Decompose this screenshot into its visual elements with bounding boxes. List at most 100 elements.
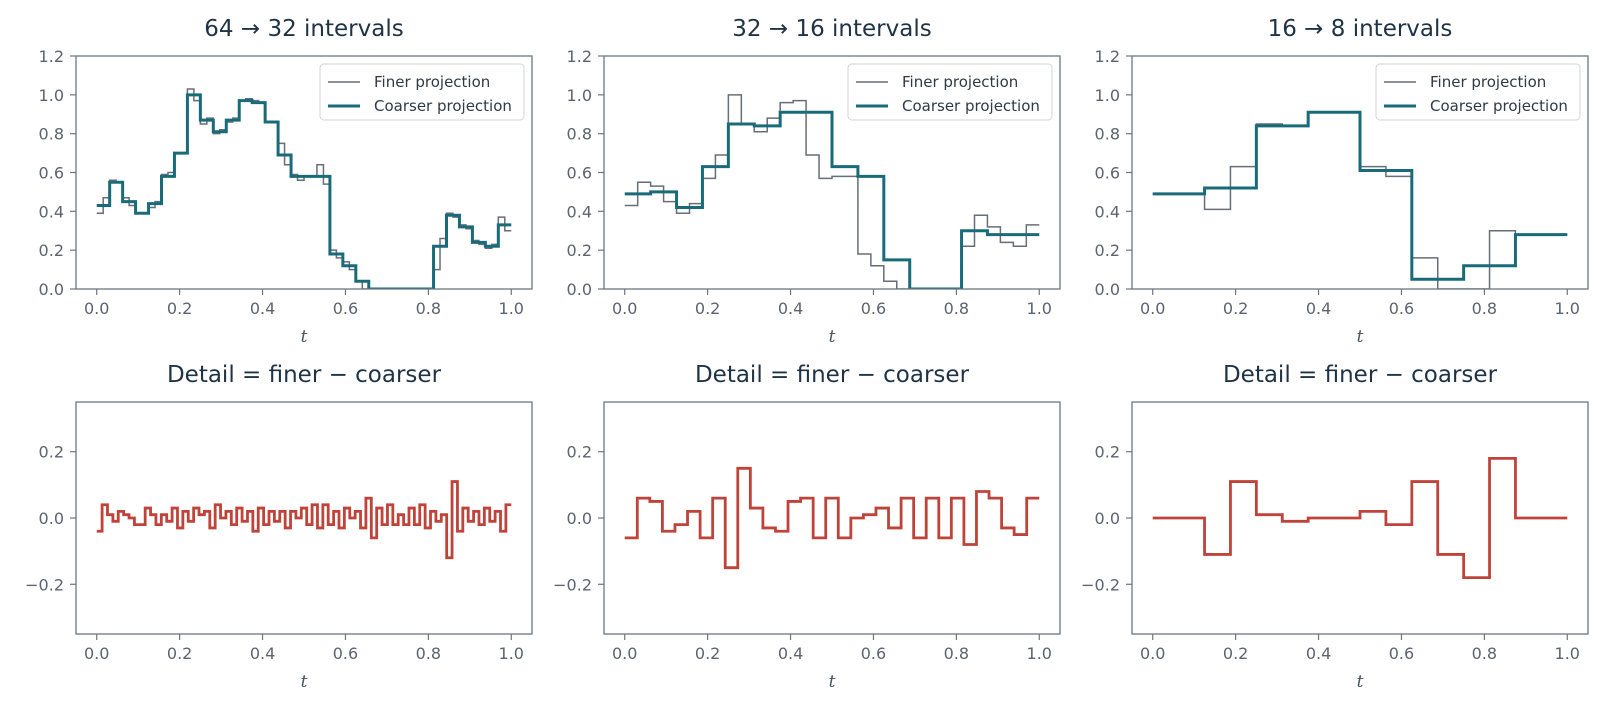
legend: Finer projection Coarser projection [319, 63, 525, 121]
y-tick-label: 0.4 [39, 202, 64, 221]
x-tick-label: 0.4 [250, 299, 275, 318]
x-tick-label: 0.2 [695, 299, 720, 318]
y-tick-label: 0.2 [1095, 241, 1120, 260]
x-tick-label: 0.0 [1140, 644, 1165, 663]
x-tick-label: 0.8 [1472, 644, 1497, 663]
x-tick-label: 0.6 [861, 644, 886, 663]
y-tick-label: 0.0 [1095, 509, 1120, 528]
chart-panel-5: Detail = finer − coarser 0.0 0.2 0.4 0.6 0.8 1… [1081, 362, 1589, 692]
x-tick-label: 0.4 [250, 644, 275, 663]
x-tick-label: 0.4 [1306, 644, 1331, 663]
x-tick-label: 0.4 [1306, 299, 1331, 318]
x-tick-label: 0.8 [416, 299, 441, 318]
x-axis-label: t [301, 672, 308, 692]
y-tick-label: 0.6 [567, 164, 592, 183]
y-tick-label: 0.4 [567, 202, 592, 221]
x-tick-label: 0.2 [167, 299, 192, 318]
x-tick-label: 1.0 [1555, 644, 1580, 663]
legend-label: Coarser projection [1430, 97, 1568, 115]
detail-series-line [624, 466, 1040, 570]
x-tick-label: 0.2 [1223, 299, 1248, 318]
x-tick-label: 1.0 [1027, 299, 1052, 318]
y-tick-label: 0.6 [1095, 164, 1120, 183]
x-axis-label: t [829, 672, 836, 692]
y-tick-label: −0.2 [1081, 575, 1120, 594]
y-tick-label: −0.2 [553, 575, 592, 594]
legend-label: Coarser projection [902, 97, 1040, 115]
plot-frame [603, 401, 1061, 635]
y-tick-label: 0.2 [567, 443, 592, 462]
x-tick-label: 0.2 [695, 644, 720, 663]
y-tick-label: 0.0 [39, 509, 64, 528]
chart-title: Detail = finer − coarser [1223, 362, 1498, 388]
y-tick-label: 0.2 [39, 241, 64, 260]
y-tick-label: 1.0 [1095, 86, 1120, 105]
x-tick-label: 0.6 [1389, 299, 1414, 318]
x-axis-label: t [1357, 672, 1364, 692]
x-tick-label: 0.0 [612, 299, 637, 318]
y-tick-label: 0.0 [39, 280, 64, 299]
x-axis-label: t [301, 327, 308, 347]
coarser-series-line [96, 93, 512, 289]
legend: Finer projection Coarser projection [1375, 63, 1581, 121]
coarser-series-line [1152, 110, 1568, 281]
chart-title: Detail = finer − coarser [167, 362, 442, 388]
y-tick-label: −0.2 [25, 575, 64, 594]
y-tick-label: 1.0 [39, 86, 64, 105]
y-tick-label: 0.8 [1095, 125, 1120, 144]
y-tick-label: 1.2 [567, 47, 592, 66]
x-tick-label: 0.6 [333, 299, 358, 318]
legend-box [847, 63, 1053, 121]
chart-title: 16 → 8 intervals [1268, 16, 1453, 42]
x-tick-label: 0.6 [1389, 644, 1414, 663]
chart-panel-0: 64 → 32 intervals 0.0 0.2 0.4 0.6 0.8 1.0 0.0 0.… [39, 16, 533, 347]
y-tick-label: 1.2 [1095, 47, 1120, 66]
chart-title: 32 → 16 intervals [732, 16, 931, 42]
chart-panel-1: 32 → 16 intervals 0.0 0.2 0.4 0.6 0.8 1.0 0.0 0.… [567, 16, 1061, 347]
chart-panel-3: Detail = finer − coarser 0.0 0.2 0.4 0.6 0.8 1… [25, 362, 533, 692]
chart-title: Detail = finer − coarser [695, 362, 970, 388]
x-tick-label: 1.0 [499, 299, 524, 318]
y-tick-label: 0.0 [567, 280, 592, 299]
y-tick-label: 0.0 [567, 509, 592, 528]
y-tick-label: 0.4 [1095, 202, 1120, 221]
legend: Finer projection Coarser projection [847, 63, 1053, 121]
y-tick-label: 0.2 [39, 443, 64, 462]
chart-title: 64 → 32 intervals [204, 16, 403, 42]
chart-panel-2: 16 → 8 intervals 0.0 0.2 0.4 0.6 0.8 1.0 0.0 0.2… [1095, 16, 1589, 347]
coarser-series-line [624, 110, 1040, 289]
y-tick-label: 0.8 [567, 125, 592, 144]
legend-label: Coarser projection [374, 97, 512, 115]
x-tick-label: 0.0 [1140, 299, 1165, 318]
x-tick-label: 0.0 [612, 644, 637, 663]
x-tick-label: 0.8 [416, 644, 441, 663]
x-tick-label: 0.6 [333, 644, 358, 663]
y-tick-label: 0.2 [567, 241, 592, 260]
y-tick-label: 1.2 [39, 47, 64, 66]
legend-label: Finer projection [902, 73, 1018, 91]
detail-series-line [96, 480, 512, 560]
y-tick-label: 0.2 [1095, 443, 1120, 462]
x-tick-label: 1.0 [499, 644, 524, 663]
legend-label: Finer projection [1430, 73, 1546, 91]
x-tick-label: 0.4 [778, 644, 803, 663]
detail-series-line [1152, 456, 1568, 580]
legend-label: Finer projection [374, 73, 490, 91]
y-tick-label: 0.6 [39, 164, 64, 183]
x-tick-label: 0.0 [84, 644, 109, 663]
legend-box [1375, 63, 1581, 121]
y-tick-label: 0.0 [1095, 280, 1120, 299]
legend-box [319, 63, 525, 121]
x-axis-label: t [829, 327, 836, 347]
x-tick-label: 0.8 [944, 644, 969, 663]
y-tick-label: 1.0 [567, 86, 592, 105]
x-tick-label: 0.2 [1223, 644, 1248, 663]
x-axis-label: t [1357, 327, 1364, 347]
x-tick-label: 0.0 [84, 299, 109, 318]
chart-panel-4: Detail = finer − coarser 0.0 0.2 0.4 0.6 0.8 1… [553, 362, 1061, 692]
x-tick-label: 0.4 [778, 299, 803, 318]
x-tick-label: 1.0 [1027, 644, 1052, 663]
x-tick-label: 1.0 [1555, 299, 1580, 318]
x-tick-label: 0.8 [944, 299, 969, 318]
